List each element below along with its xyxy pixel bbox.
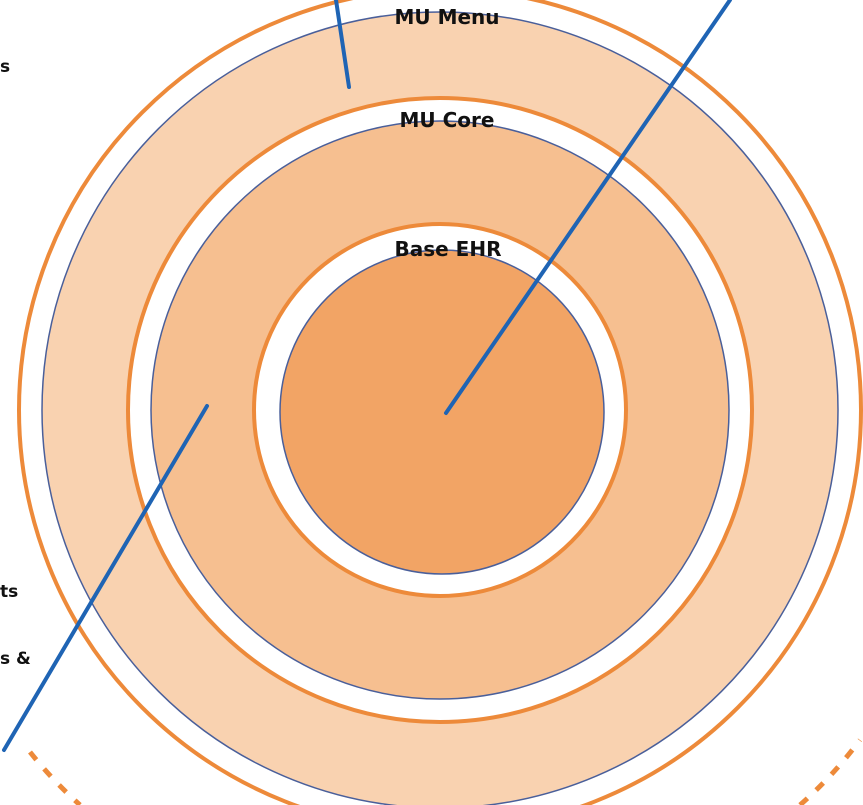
side-text-lower: ts <box>0 582 19 602</box>
mu-core-label: MU Core <box>400 108 495 132</box>
base-ehr-label: Base EHR <box>395 237 502 261</box>
side-text-bottom: s & <box>0 649 31 669</box>
mu-menu-label: MU Menu <box>394 5 499 29</box>
outer-dashed-arc <box>28 750 82 805</box>
outer-dashed-arc-right <box>798 738 863 805</box>
pointer-line-middle <box>2 404 209 752</box>
pointer-line-menu <box>334 0 351 89</box>
side-text-top: s <box>0 57 11 77</box>
pointer-line-core <box>444 0 732 415</box>
base-ehr-core <box>279 249 605 575</box>
